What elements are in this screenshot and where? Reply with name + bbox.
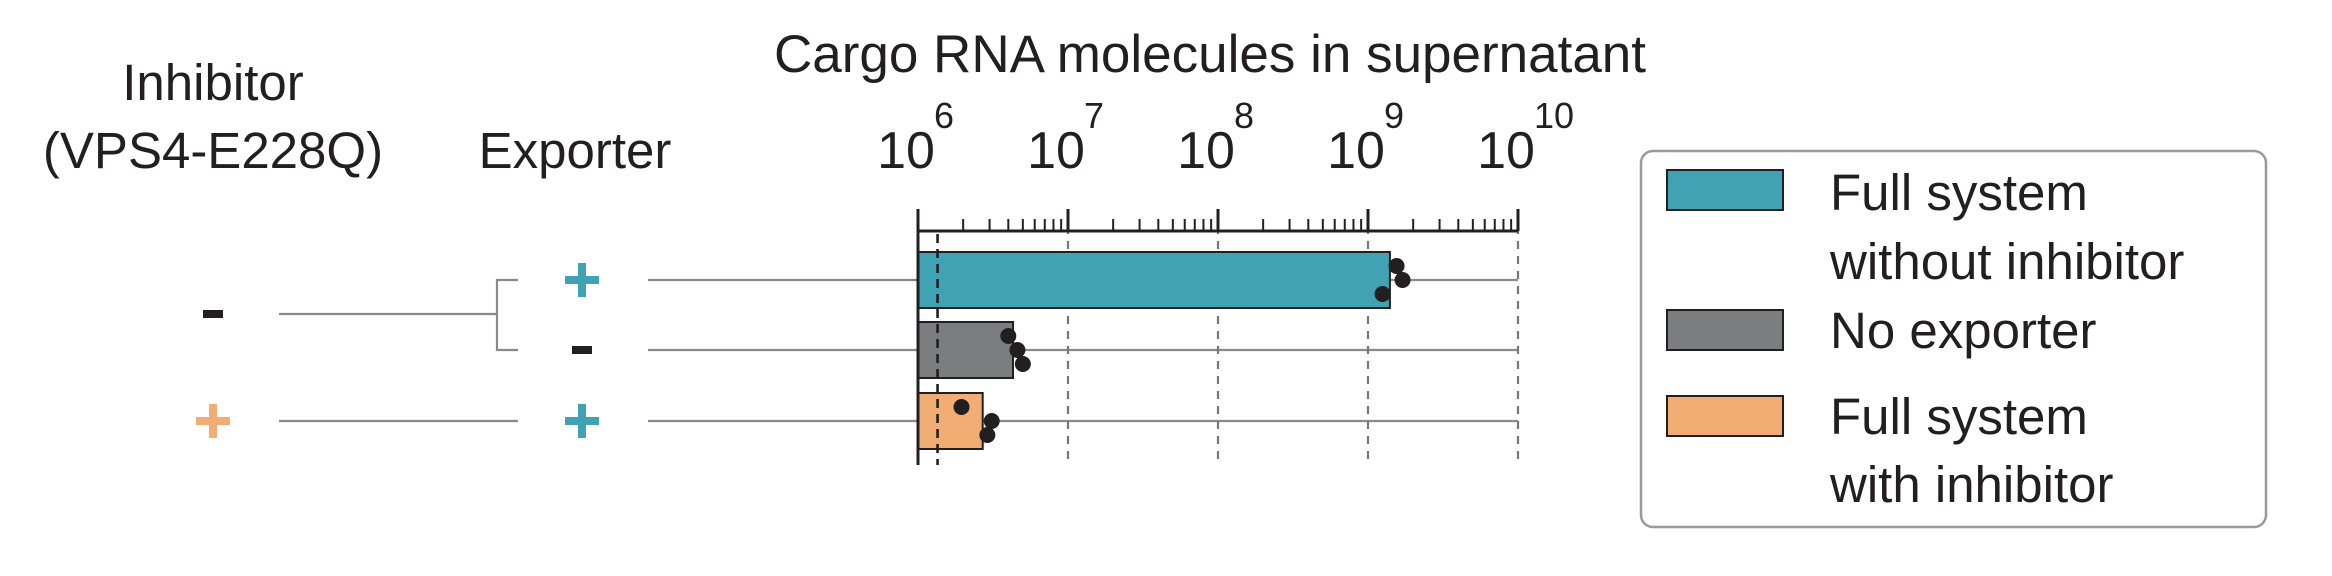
x-axis-ticks xyxy=(916,209,1520,231)
inhibitor-plus-sign-vbar xyxy=(209,404,217,438)
axes xyxy=(916,211,1518,465)
legend-swatch xyxy=(1666,309,1784,351)
x-tick-label: 10 xyxy=(877,122,935,180)
legend-label-line2: with inhibitor xyxy=(1829,456,2113,513)
exporter-minus-sign xyxy=(572,346,592,354)
bar xyxy=(917,321,1015,379)
x-tick-label: 10 xyxy=(1477,122,1535,180)
data-point xyxy=(1000,328,1017,344)
legend-frame xyxy=(1639,149,2268,529)
inhibitor-minus-sign xyxy=(203,310,223,318)
legend-swatch xyxy=(1666,395,1784,437)
legend-label: Full system xyxy=(1830,164,2088,221)
x-tick-label: 10 xyxy=(1177,122,1235,180)
data-point xyxy=(1388,258,1405,274)
x-tick-label: 10 xyxy=(1327,122,1385,180)
x-tick-exponent: 9 xyxy=(1384,95,1404,136)
legend-swatch xyxy=(1666,169,1784,211)
legend: Full system without inhibitor No exporter F… xyxy=(1639,149,2268,529)
data-point xyxy=(979,427,996,443)
bracket-line xyxy=(495,278,518,352)
bar xyxy=(917,251,1391,309)
inhibitor-header: Inhibitor xyxy=(122,54,303,111)
bars xyxy=(917,251,1391,450)
inhibitor-header-sub: (VPS4-E228Q) xyxy=(43,122,383,179)
exporter-plus-sign-vbar xyxy=(578,404,586,438)
x-tick-label: 10 xyxy=(1027,122,1085,180)
legend-label: Full system xyxy=(1830,388,2088,445)
condition-tree xyxy=(196,263,599,438)
x-tick-exponent: 7 xyxy=(1084,95,1104,136)
exporter-header: Exporter xyxy=(479,122,672,179)
data-point xyxy=(983,413,1000,429)
data-point xyxy=(1394,272,1411,288)
legend-label-line2: without inhibitor xyxy=(1829,233,2184,290)
x-tick-exponent: 10 xyxy=(1534,95,1574,136)
legend-label: No exporter xyxy=(1830,302,2096,359)
data-point xyxy=(1374,286,1391,302)
x-tick-exponent: 8 xyxy=(1234,95,1254,136)
bar xyxy=(917,392,984,450)
data-point xyxy=(953,399,970,415)
data-point xyxy=(1009,342,1026,358)
x-tick-exponent: 6 xyxy=(934,95,954,136)
data-points xyxy=(953,258,1411,443)
exporter-plus-sign-vbar xyxy=(578,263,586,297)
data-point xyxy=(1014,356,1031,372)
chart-title: Cargo RNA molecules in supernatant xyxy=(774,25,1646,84)
